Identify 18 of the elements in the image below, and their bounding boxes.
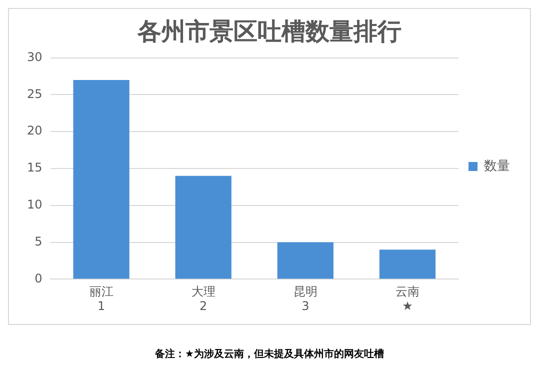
y-tick-label: 25 [26,86,42,101]
x-tick-label: 云南 ★ [395,284,420,313]
y-tick-label: 0 [34,271,42,286]
x-tick-label: 大理 2 [191,284,216,313]
y-tick-label: 10 [26,198,42,212]
x-tick-label: 丽江 1 [89,284,114,313]
bar [73,80,130,279]
text: 备注：★为涉及云南，但未提及具体州市的网友吐槽 [154,347,385,361]
x-tick-label: 昆明 3 [293,284,318,313]
chart-title: 各州市景区吐槽数量排行 [136,18,402,46]
y-tick-label: 30 [26,50,42,64]
legend-label: 数量 [484,158,510,174]
bar [379,250,436,279]
y-tick-label: 5 [34,234,42,248]
y-tick-label: 20 [26,124,42,138]
bar [175,176,232,279]
bar [277,242,334,279]
y-tick-label: 15 [26,160,42,175]
